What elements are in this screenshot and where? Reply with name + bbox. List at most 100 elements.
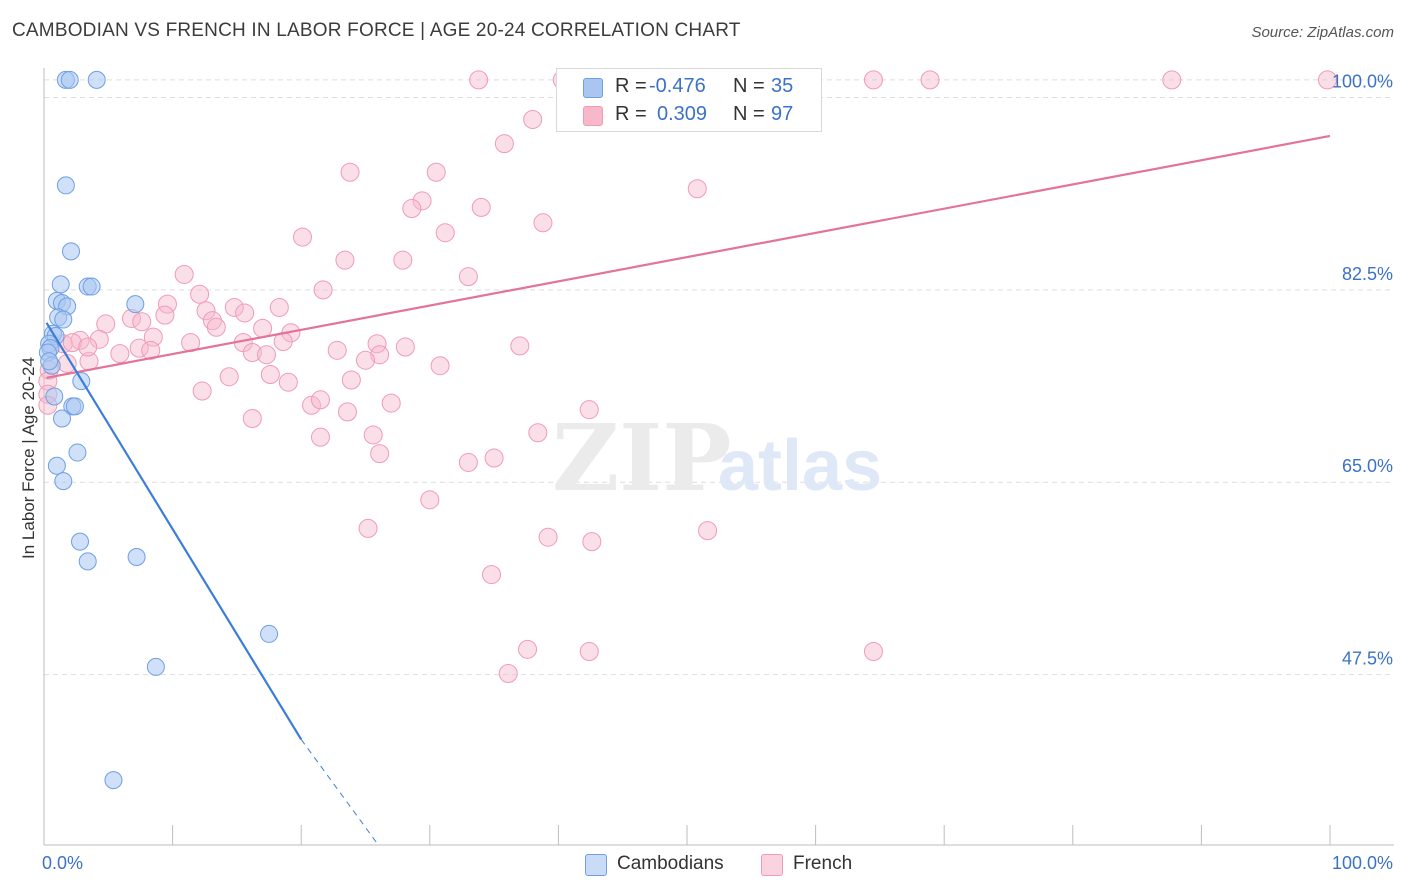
cambodian-point [47,456,66,475]
french-point [327,340,347,360]
y-tick-label: 100.0% [1332,71,1393,91]
french-point [518,639,538,659]
french-point [920,70,940,90]
french-point [141,340,161,360]
french-point [157,294,177,314]
french-point [395,337,415,357]
french-point [494,134,514,154]
french-point [337,402,357,422]
french-point [310,427,330,447]
french-trend-line [46,134,1331,379]
french-point [253,318,273,338]
french-point [579,400,599,420]
french-point [356,350,375,370]
french-point [370,444,390,464]
french-point [242,343,262,363]
cambodian-point [56,176,75,195]
french-point [341,370,361,390]
r-value: -0.476 [649,75,706,97]
cambodian-point [54,472,73,491]
french-point [370,345,390,365]
cambodian-point [260,624,279,643]
french-point [219,367,239,387]
french-point [129,338,149,358]
x-tick-label: 100.0% [1332,853,1393,873]
french-point [363,425,383,445]
french-point [469,70,489,90]
cambodian-point [51,275,70,294]
watermark-atlas: atlas [718,426,882,506]
french-point [458,267,478,287]
french-point [420,490,440,510]
french-point [269,297,289,317]
y-axis-label: In Labor Force | Age 20-24 [19,357,38,559]
cambodian-point [62,242,81,261]
french-point [430,356,450,376]
french-point [538,527,558,547]
cambodian-point [78,552,97,571]
watermark: ZIP atlas [552,404,882,512]
cambodian-point [146,657,165,676]
french-point [174,264,194,284]
french-point [484,448,504,468]
french-point [310,390,330,410]
french-point [278,372,298,392]
series-legend: Cambodians French [0,852,1406,878]
cambodian-point [60,70,79,89]
french-point [224,297,244,317]
french-point [242,408,262,428]
french-point [301,395,321,415]
cambodians-legend-swatch [585,854,607,876]
trend-lines [45,134,1331,846]
french-point [471,197,491,217]
cambodian-point [87,70,106,89]
french-point [70,330,90,350]
french-point [190,284,210,304]
french-point [335,250,355,270]
french-point [579,642,599,662]
french-point [482,565,502,585]
french-legend-label: French [793,853,853,874]
french-point [528,423,548,443]
cambodians-swatch [583,78,603,98]
n-label: N = [733,103,765,125]
french-point [863,642,883,662]
french-point [313,280,333,300]
french-point [698,521,718,541]
watermark-zip: ZIP [552,404,731,512]
cambodian-trend-line [45,322,303,741]
french-point [62,333,82,353]
y-tick-label: 65.0% [1342,456,1393,476]
y-tick-label: 82.5% [1342,264,1393,284]
french-point [155,305,175,325]
n-value: 97 [771,103,794,125]
french-point [402,199,422,219]
french-point [523,109,543,129]
cambodian-point [65,397,84,416]
cambodian-point [45,387,64,406]
grid-lines [44,79,1394,676]
french-point [582,532,602,552]
cambodian-point [68,443,87,462]
french-point [292,227,312,247]
french-point [132,312,152,332]
french-point [89,329,109,349]
cambodian-point [40,352,59,371]
french-points [38,70,1337,684]
source-label: Source: ZipAtlas.com [1251,24,1394,41]
n-value: 35 [771,75,794,97]
french-point [435,223,455,243]
axes [43,68,1394,846]
french-point [110,344,130,364]
cambodian-point [53,409,72,428]
cambodians-legend-label: Cambodians [617,853,724,874]
cambodian-point [54,310,73,329]
french-point [533,213,553,233]
x-tick-label: 0.0% [42,853,83,873]
french-point [358,518,378,538]
french-point [78,337,98,357]
cambodian-point [126,295,145,314]
french-point [260,365,280,385]
french-point [256,345,276,365]
